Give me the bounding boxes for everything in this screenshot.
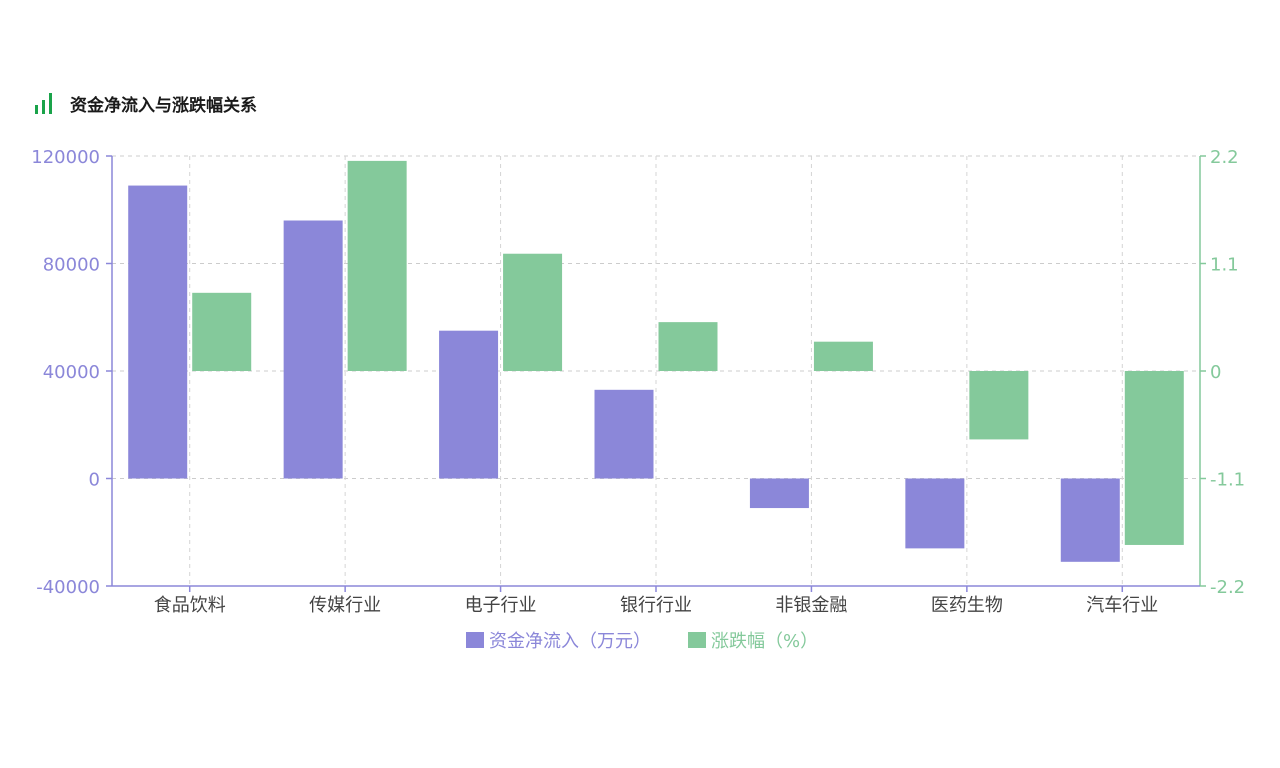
legend-label-change-pct: 涨跌幅（%） <box>711 631 818 652</box>
y-left-tick-label: 0 <box>89 470 100 491</box>
bar-net-inflow <box>128 185 188 479</box>
x-tick-label: 银行行业 <box>620 595 692 616</box>
x-tick-label: 食品饮料 <box>154 595 226 616</box>
y-right-tick-label: 1.1 <box>1210 255 1239 276</box>
legend-label-net-inflow: 资金净流入（万元） <box>489 631 651 652</box>
bar-change-pct <box>347 160 407 371</box>
y-right-tick-label: 0 <box>1210 362 1221 383</box>
bar-net-inflow <box>749 478 809 509</box>
y-left-tick-label: 40000 <box>43 362 100 383</box>
y-right-tick-label: -2.2 <box>1210 577 1245 598</box>
bar-change-pct <box>503 253 563 371</box>
chart-title: 资金净流入与涨跌幅关系 <box>70 95 257 116</box>
chart-header: 资金净流入与涨跌幅关系 <box>34 90 257 116</box>
x-tick-label: 汽车行业 <box>1086 595 1158 616</box>
legend-swatch-net-inflow <box>466 632 484 648</box>
x-tick-label: 医药生物 <box>931 595 1003 616</box>
bar-change-pct <box>813 341 873 371</box>
y-left-tick-label: -40000 <box>36 577 100 598</box>
bar-net-inflow <box>1060 478 1120 562</box>
bar-net-inflow <box>439 330 499 479</box>
y-right-tick-label: -1.1 <box>1210 470 1245 491</box>
bar-change-pct <box>1124 371 1184 545</box>
bar-net-inflow <box>594 389 654 479</box>
bar-chart-icon <box>35 93 52 114</box>
y-left-tick-label: 120000 <box>31 147 100 168</box>
bar-change-pct <box>658 322 718 371</box>
x-tick-label: 非银金融 <box>775 595 847 616</box>
y-right-tick-label: 2.2 <box>1210 147 1239 168</box>
bar-change-pct <box>192 292 252 371</box>
x-tick-label: 电子行业 <box>465 595 537 616</box>
legend-swatch-change-pct <box>688 632 706 648</box>
bar-net-inflow <box>283 220 343 479</box>
bar-net-inflow <box>905 478 965 549</box>
x-tick-label: 传媒行业 <box>309 595 381 616</box>
y-left-tick-label: 80000 <box>43 255 100 276</box>
bar-change-pct <box>969 371 1029 440</box>
